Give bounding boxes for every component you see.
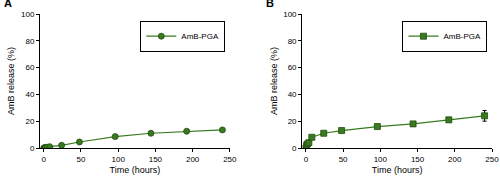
svg-text:150: 150 xyxy=(411,155,425,164)
svg-text:0: 0 xyxy=(304,155,309,164)
svg-text:250: 250 xyxy=(223,155,237,164)
svg-text:0: 0 xyxy=(30,144,35,153)
svg-text:200: 200 xyxy=(448,155,462,164)
svg-text:80: 80 xyxy=(25,37,34,46)
svg-text:50: 50 xyxy=(339,155,348,164)
svg-text:B: B xyxy=(266,0,274,9)
svg-text:20: 20 xyxy=(25,117,34,126)
svg-text:60: 60 xyxy=(25,63,34,72)
svg-text:AmB-PGA: AmB-PGA xyxy=(181,32,219,41)
svg-text:150: 150 xyxy=(149,155,163,164)
svg-text:40: 40 xyxy=(288,90,297,99)
svg-text:100: 100 xyxy=(283,10,297,19)
svg-text:60: 60 xyxy=(288,63,297,72)
svg-text:AmB-PGA: AmB-PGA xyxy=(443,32,481,41)
svg-text:AmB release (%): AmB release (%) xyxy=(269,47,279,115)
svg-text:Time (hours): Time (hours) xyxy=(110,165,161,175)
svg-text:A: A xyxy=(4,0,12,9)
svg-text:0: 0 xyxy=(41,155,46,164)
svg-text:Time (hours): Time (hours) xyxy=(372,165,423,175)
svg-text:250: 250 xyxy=(485,155,499,164)
svg-text:80: 80 xyxy=(288,37,297,46)
svg-text:100: 100 xyxy=(21,10,35,19)
svg-text:20: 20 xyxy=(288,117,297,126)
svg-text:0: 0 xyxy=(292,144,297,153)
svg-text:200: 200 xyxy=(186,155,200,164)
svg-text:50: 50 xyxy=(76,155,85,164)
svg-text:40: 40 xyxy=(25,90,34,99)
svg-text:AmB release (%): AmB release (%) xyxy=(6,47,16,115)
svg-text:100: 100 xyxy=(374,155,388,164)
svg-text:100: 100 xyxy=(111,155,125,164)
